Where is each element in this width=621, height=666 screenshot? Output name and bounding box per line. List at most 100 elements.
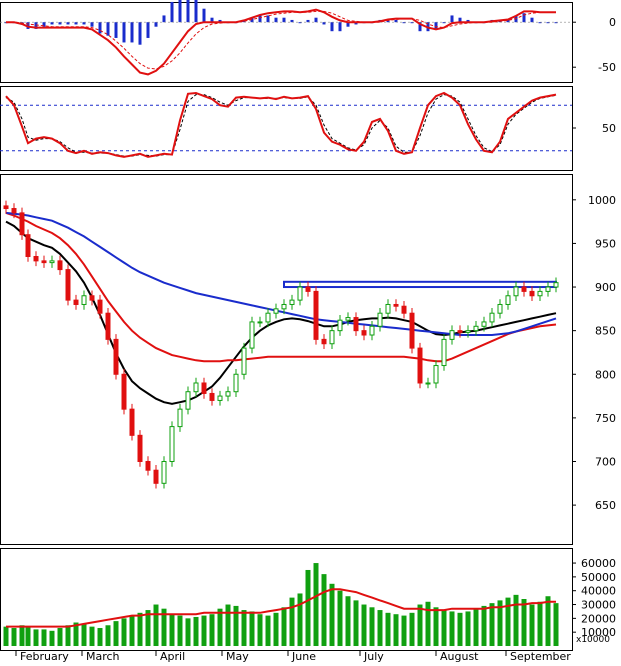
volume-bar [433,607,439,646]
candle-body [209,392,215,401]
candle-body [265,312,271,323]
candle-body [377,312,383,327]
macd-histogram-bar [34,22,38,29]
volume-bar [377,610,383,646]
candle-body [457,330,463,333]
candle-body [161,460,167,484]
macd-histogram-bar [386,19,390,23]
candle-body [353,317,359,332]
volume-bar [441,610,447,646]
volume-bar [3,626,9,646]
macd-histogram-bar [90,22,94,27]
macd-histogram-bar [26,22,30,29]
y-tick-label-macd: 0 [609,16,616,29]
month-label-may: May [226,650,249,663]
candle-body [281,303,287,310]
macd-histogram-bar [306,19,310,23]
candle-body [41,260,47,264]
candle-body [233,373,239,393]
macd-histogram-bar [138,22,142,45]
candle-body [113,338,119,375]
candle-body [273,308,279,314]
candle-body [321,338,327,345]
volume-bar [33,629,39,646]
macd-histogram-bar [282,17,286,23]
macd-histogram-bar [354,22,358,25]
candle-body [481,321,487,327]
volume-bar [521,599,527,646]
price-ma_mid-line [5,211,557,363]
panel-frame-volume [0,548,573,651]
candle-body [393,303,399,307]
volume-bar [177,615,183,646]
panel-frame-macd [0,2,573,83]
macd-histogram-bar [178,0,182,23]
y-tick-label-price: 800 [595,368,616,381]
volume-bar [153,604,159,646]
y-tick-label-volume: 60000 [581,557,616,570]
candle-body [529,290,535,297]
candle-body [465,330,471,333]
volume-bar [19,625,25,646]
candle-body [11,208,17,214]
volume-bar [505,597,511,646]
volume-bar [217,608,223,646]
volume-bar [457,612,463,646]
volume-bar [25,626,31,646]
volume-bar [545,596,551,646]
candle-body [241,347,247,375]
y-tick-label-volume: 30000 [581,599,616,612]
month-label-september: September [510,650,571,663]
candle-body [337,319,343,332]
candle-body [257,321,263,324]
volume-bar [297,593,303,646]
volume-bar [225,604,231,646]
macd-histogram-bar [82,22,86,25]
candle-body [417,347,423,384]
month-label-april: April [160,650,186,663]
macd-histogram-bar [74,22,78,25]
macd-histogram-bar [66,22,70,25]
candle-body [225,391,231,397]
macd-histogram-bar [450,15,454,23]
candle-body [97,299,103,314]
candle-body [153,469,159,484]
y-tick-label-stochastic: 50 [602,122,616,135]
price-ma_long-line [5,211,557,336]
macd-histogram-bar [154,22,158,27]
volume-bar [161,608,167,646]
candle-body [201,382,207,394]
month-label-february: February [20,650,69,663]
volume-bar [89,626,95,646]
macd-histogram-bar [442,22,446,24]
macd-histogram-bar [106,22,110,36]
y-tick-label-price: 850 [595,325,616,338]
candle-body [433,365,439,384]
y-tick-label-price: 900 [595,281,616,294]
volume-bar [393,614,399,646]
candle-body [441,338,447,367]
candle-body [217,395,223,401]
volume-bar [97,628,103,646]
volume-bar [449,611,455,646]
candle-body [65,269,71,301]
candle-body [449,330,455,340]
y-tick-label-volume: 20000 [581,612,616,625]
candle-body [81,295,87,305]
month-label-march: March [86,650,120,663]
volume-bar [289,597,295,646]
volume-bar [353,600,359,646]
panel-frame-price [0,174,573,545]
volume-bar [185,618,191,646]
volume-bar [329,583,335,646]
volume-bar [201,615,207,646]
volume-bar [273,612,279,646]
macd-histogram-bar [338,22,342,32]
candle-body [401,305,407,314]
candle-body [19,212,25,236]
candle-body [545,286,551,292]
macd-histogram-bar [170,1,174,23]
macd-histogram-bar [314,17,318,23]
